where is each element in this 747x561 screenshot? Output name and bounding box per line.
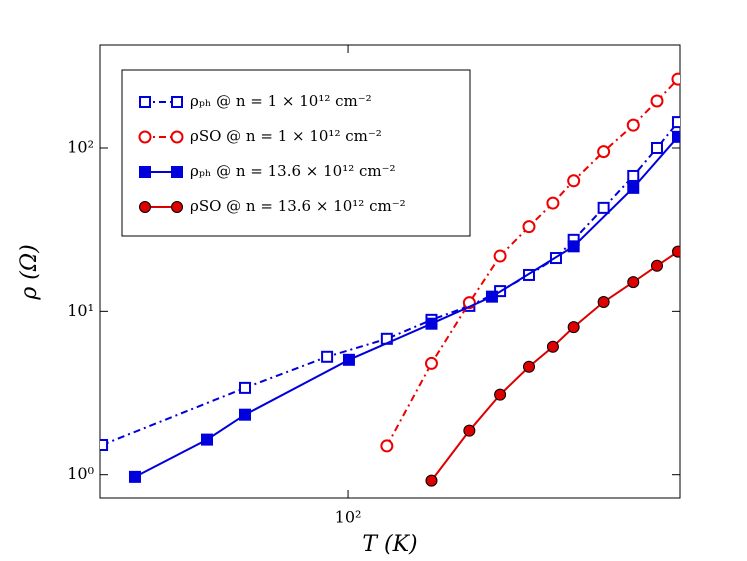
marker [463,424,476,437]
marker [380,439,394,453]
legend-marker [171,201,183,213]
y-axis-title: ρ (Ω) [17,244,42,300]
marker [567,240,580,253]
marker [522,220,536,234]
legend-marker [171,96,183,108]
marker [627,169,640,182]
y-tick-label: 10¹ [67,301,94,320]
series-line [430,250,679,482]
legend-marker [138,130,152,144]
marker [627,276,640,289]
marker [671,245,680,258]
x-tick-label: 10² [335,508,362,527]
legend-marker [139,201,151,213]
marker [493,249,507,263]
marker [627,181,640,194]
legend-label: ρₚₕ @ n = 1 × 10¹² cm⁻² [190,92,372,110]
plot-marks [100,72,680,487]
y-tick-label: 10² [67,137,94,156]
marker [650,141,663,154]
marker [522,360,535,373]
marker [342,353,355,366]
marker [128,470,141,483]
marker [671,116,680,129]
legend-marker [171,166,183,178]
marker [567,321,580,334]
series-line [385,78,679,447]
marker [597,296,610,309]
marker [425,317,438,330]
marker [485,290,498,303]
marker [494,388,507,401]
marker [671,130,680,143]
marker [100,438,109,451]
legend-label: ρₚₕ @ n = 13.6 × 10¹² cm⁻² [190,162,396,180]
plot-frame [99,44,681,499]
legend-label: ρSO @ n = 13.6 × 10¹² cm⁻² [190,197,406,215]
marker [424,356,438,370]
y-tick-label: 10⁰ [67,464,94,483]
marker [425,474,438,487]
marker [546,340,559,353]
marker [238,381,251,394]
legend-marker [139,166,151,178]
marker [238,408,251,421]
marker [597,145,611,159]
marker [626,118,640,132]
marker [201,433,214,446]
legend-label: ρSO @ n = 1 × 10¹² cm⁻² [190,127,382,145]
marker [671,72,680,86]
marker [567,174,581,188]
marker [597,201,610,214]
x-axis-title: T (K) [362,532,417,557]
marker [321,350,334,363]
marker [546,196,560,210]
marker [650,94,664,108]
marker [650,259,663,272]
legend-marker [170,130,184,144]
legend-marker [139,96,151,108]
